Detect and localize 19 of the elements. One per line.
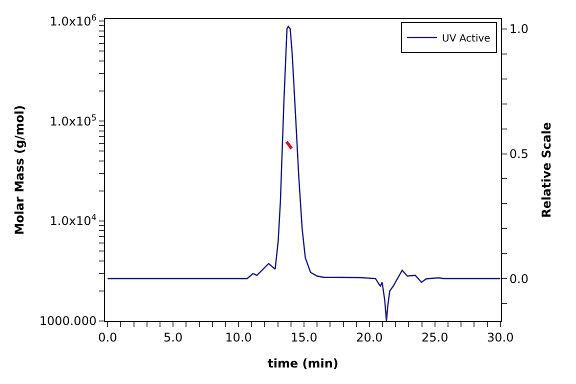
x-tick-label: 20.0 [356, 330, 383, 344]
x-axis-title: time (min) [268, 356, 338, 370]
x-tick-label: 10.0 [225, 330, 252, 344]
y-tick-label: 1000.000 [39, 314, 97, 328]
y2-tick-label: 0.0 [509, 272, 528, 286]
y-axis-title: Molar Mass (g/mol) [12, 105, 27, 235]
x-tick-label: 15.0 [290, 330, 318, 344]
line-series [106, 26, 501, 321]
y2-tick-label: 0.5 [509, 146, 528, 161]
x-tick-label: 30.0 [486, 330, 514, 344]
x-tick-label: 5.0 [164, 330, 183, 344]
y-tick-label: 1.0x10$^{6}$ [50, 12, 97, 28]
y-tick-label: 1.0x10$^{4}$ [50, 212, 97, 228]
y2-tick-label: 1.0 [509, 22, 528, 36]
legend-label: UV Active [442, 33, 490, 44]
x-tick-label: 0.0 [98, 330, 118, 344]
y-tick-label: 1.0x10$^{5}$ [50, 112, 97, 128]
x-tick-label: 25.0 [422, 330, 448, 344]
y2-axis-title: Relative Scale [539, 122, 554, 218]
